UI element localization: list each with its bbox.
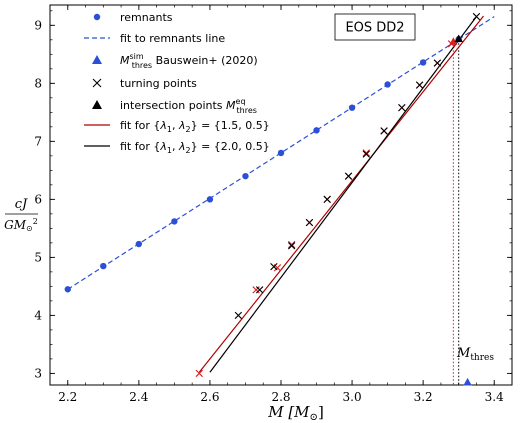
y-tick-label: 5 (34, 250, 42, 264)
remnant-point (384, 81, 391, 88)
y-tick-label: 9 (34, 18, 42, 32)
turning-point-black (234, 311, 243, 320)
remnant-point (171, 218, 178, 225)
remnant-point (313, 127, 320, 134)
legend-turning-marker (92, 78, 102, 88)
x-tick-label: 3.4 (485, 390, 504, 404)
remnant-point (242, 172, 249, 180)
legend-sim-thres-marker (92, 55, 102, 64)
x-tick-label: 3.2 (414, 390, 433, 404)
legend-sim-thres-label: Msim thres Bauswein+ (2020) (120, 52, 258, 70)
remnant-point (135, 240, 143, 248)
fit-black-line (209, 16, 477, 373)
remnant-point (206, 196, 214, 203)
intersection-point-black (454, 34, 463, 43)
y-tick-label: 7 (34, 134, 42, 148)
turning-point-red (287, 240, 296, 249)
x-tick-label: 2.4 (129, 390, 148, 404)
turning-point-black (362, 150, 370, 158)
legend-remnants-label: remnants (120, 11, 173, 24)
legend: remnants fit to remnants line Msim thres … (84, 11, 270, 155)
remnant-point (64, 286, 71, 293)
legend-intersection-label: intersection points Meq thres (120, 97, 257, 115)
x-axis-label: M [M⊙] (267, 403, 324, 423)
turning-point-black (323, 195, 331, 204)
legend-remnants-marker (93, 13, 101, 21)
annotation-text: EOS DD2 (345, 21, 404, 36)
x-tick-label: 2.6 (200, 390, 219, 404)
remnant-point (348, 104, 356, 111)
x-tick-label: 2.2 (58, 390, 77, 404)
turning-point-black (344, 172, 353, 180)
turning-point-black (398, 103, 406, 112)
y-axis-label-bottom: GM⊙2 (4, 217, 38, 233)
turning-point-black (255, 286, 264, 294)
y-axis-label: cJ GM⊙2 (4, 197, 38, 233)
legend-fit-black-label: fit for {λ1, λ2} = {2.0, 0.5} (120, 140, 270, 155)
turning-point-red (195, 369, 203, 378)
y-tick-label: 8 (34, 76, 42, 90)
intersection-point-red (449, 37, 458, 45)
remnant-point (277, 149, 285, 157)
turning-point-black (380, 127, 388, 135)
legend-fit-red-label: fit for {λ1, λ2} = {1.5, 0.5} (120, 119, 270, 134)
turning-point-black (305, 218, 314, 227)
legend-turning-label: turning points (120, 77, 197, 90)
y-tick-label: 6 (34, 192, 42, 206)
y-tick-label: 3 (34, 366, 42, 380)
turning-point-black (472, 12, 481, 21)
turning-point-red (252, 286, 260, 294)
turning-point-black (415, 81, 424, 89)
y-tick-label: 4 (34, 308, 42, 322)
y-axis-label-top: cJ (15, 197, 28, 212)
turning-point-red (362, 149, 370, 157)
turning-point-black (433, 59, 442, 67)
legend-fit-line-label: fit to remnants line (120, 32, 225, 45)
remnant-point (100, 262, 107, 270)
mthres-label: Mthres (456, 346, 494, 363)
plot-area: 2.2 2.4 2.6 2.8 3.0 3.2 3.4 3 4 5 6 7 8 9 (34, 4, 513, 404)
remnant-point (419, 59, 427, 66)
legend-intersection-marker (92, 100, 102, 109)
annotation-box (334, 13, 416, 41)
turning-point-black (270, 262, 278, 271)
fit-red-line (198, 15, 485, 373)
mthres-sim-marker (463, 377, 472, 386)
x-tick-label: 3.0 (343, 390, 362, 404)
turning-point-black (287, 242, 296, 250)
x-tick-label: 2.8 (271, 390, 290, 404)
